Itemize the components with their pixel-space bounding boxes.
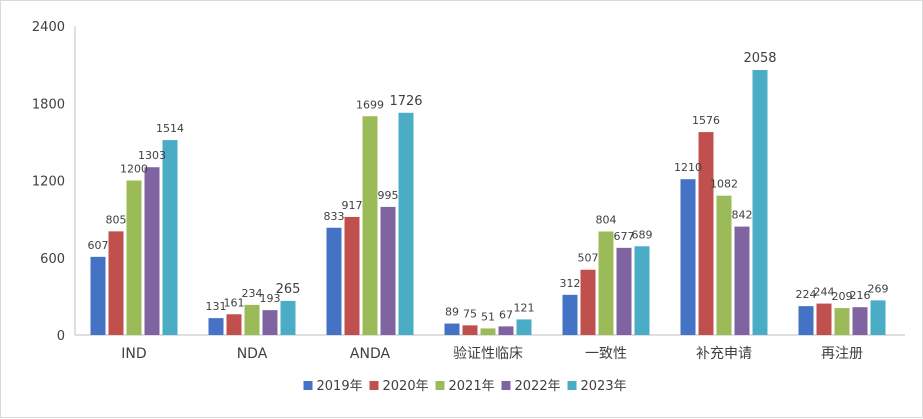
legend-label[interactable]: 2023年	[581, 379, 627, 394]
bar[interactable]	[816, 303, 832, 335]
bar[interactable]	[834, 308, 850, 335]
legend[interactable]: 2019年 2020年 2021年 2022年 2023年	[303, 379, 627, 394]
y-tick-label: 0	[57, 329, 65, 344]
data-label: 209	[832, 290, 853, 303]
bar[interactable]	[752, 70, 768, 335]
data-label: 193	[260, 292, 281, 305]
bar-series	[90, 70, 886, 336]
data-label: 224	[796, 288, 817, 301]
bar[interactable]	[798, 306, 814, 335]
bar[interactable]	[362, 116, 378, 335]
bar[interactable]	[108, 231, 124, 335]
legend-swatch[interactable]	[567, 381, 577, 390]
x-tick-label: 再注册	[821, 346, 863, 362]
bar[interactable]	[698, 132, 714, 335]
bar[interactable]	[480, 328, 496, 335]
data-label: 607	[88, 239, 109, 252]
bar[interactable]	[226, 314, 242, 335]
x-tick-label: ANDA	[350, 346, 391, 362]
data-label: 312	[560, 277, 581, 290]
bar[interactable]	[344, 216, 360, 335]
legend-swatch[interactable]	[435, 381, 445, 390]
legend-swatch[interactable]	[369, 381, 379, 390]
data-label: 689	[632, 228, 653, 241]
data-label: 265	[276, 282, 301, 297]
bar[interactable]	[380, 206, 396, 335]
data-label: 1699	[356, 98, 384, 111]
bar[interactable]	[262, 310, 278, 335]
data-label: 917	[342, 199, 363, 212]
data-label: 833	[324, 210, 345, 223]
y-tick-label: 1800	[32, 97, 65, 112]
bar[interactable]	[162, 140, 178, 335]
y-tick-label: 1200	[32, 175, 65, 190]
bar[interactable]	[616, 247, 632, 335]
data-label: 1726	[389, 94, 422, 109]
x-tick-label: 验证性临床	[453, 346, 523, 362]
data-label: 269	[868, 282, 889, 295]
data-label: 75	[463, 307, 477, 320]
bar[interactable]	[280, 300, 296, 335]
data-label: 1210	[674, 161, 702, 174]
bar[interactable]	[580, 269, 596, 335]
bar[interactable]	[462, 325, 478, 335]
bar[interactable]	[734, 226, 750, 335]
data-label: 1576	[692, 114, 720, 127]
data-label: 216	[850, 289, 871, 302]
bar[interactable]	[870, 300, 886, 335]
y-tick-label: 600	[40, 252, 65, 267]
bar[interactable]	[598, 231, 614, 335]
data-label: 131	[206, 300, 227, 313]
x-axis: IND NDA ANDA 验证性临床 一致性 补充申请 再注册	[75, 334, 905, 362]
data-label: 507	[578, 252, 599, 265]
bar[interactable]	[444, 323, 460, 335]
x-tick-label: 补充申请	[696, 346, 752, 362]
x-tick-label: NDA	[237, 346, 268, 362]
data-label: 244	[814, 286, 835, 299]
bar[interactable]	[852, 307, 868, 335]
data-label: 1200	[120, 163, 148, 176]
bar[interactable]	[634, 246, 650, 335]
bar[interactable]	[326, 227, 342, 335]
legend-label[interactable]: 2019年	[317, 379, 363, 394]
legend-label[interactable]: 2020年	[383, 379, 429, 394]
legend-label[interactable]: 2022年	[515, 379, 561, 394]
data-label: 89	[445, 306, 459, 319]
bar[interactable]	[126, 180, 142, 336]
bar[interactable]	[716, 195, 732, 335]
data-label: 51	[481, 310, 495, 323]
bar[interactable]	[144, 167, 160, 335]
data-label: 677	[614, 230, 635, 243]
data-label: 2058	[743, 51, 776, 66]
x-tick-label: 一致性	[585, 346, 627, 362]
y-axis: 0 600 1200 1800 2400	[32, 20, 76, 344]
data-label: 805	[106, 213, 127, 226]
legend-label[interactable]: 2021年	[449, 379, 495, 394]
bar[interactable]	[244, 304, 260, 335]
data-label: 67	[499, 308, 513, 321]
data-label: 1082	[710, 178, 738, 191]
bar[interactable]	[90, 256, 106, 335]
data-label: 995	[378, 189, 399, 202]
data-label: 1303	[138, 149, 166, 162]
legend-swatch[interactable]	[501, 381, 511, 390]
data-label: 1514	[156, 122, 184, 135]
bar[interactable]	[680, 179, 696, 335]
bar[interactable]	[498, 326, 514, 335]
bar[interactable]	[562, 294, 578, 335]
bar[interactable]	[398, 112, 414, 335]
data-label: 842	[732, 209, 753, 222]
bar[interactable]	[208, 318, 224, 335]
data-label: 161	[224, 296, 245, 309]
data-label: 121	[514, 301, 535, 314]
y-tick-label: 2400	[32, 20, 65, 35]
data-label: 804	[596, 213, 617, 226]
bar[interactable]	[516, 319, 532, 335]
data-label: 234	[242, 287, 263, 300]
x-tick-label: IND	[121, 346, 146, 362]
legend-swatch[interactable]	[303, 381, 313, 390]
